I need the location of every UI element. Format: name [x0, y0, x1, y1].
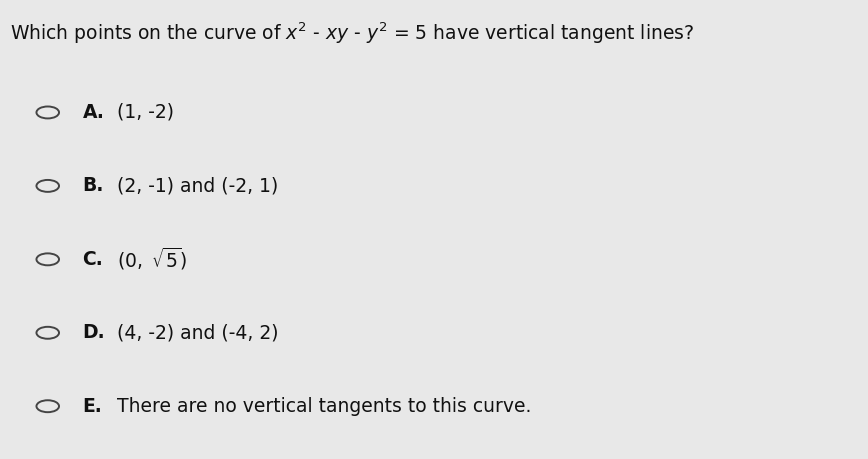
- Text: (2, -1) and (-2, 1): (2, -1) and (-2, 1): [117, 176, 279, 196]
- Text: C.: C.: [82, 250, 103, 269]
- Text: D.: D.: [82, 323, 105, 342]
- Text: (1, -2): (1, -2): [117, 103, 174, 122]
- Text: There are no vertical tangents to this curve.: There are no vertical tangents to this c…: [117, 397, 531, 416]
- Text: E.: E.: [82, 397, 102, 416]
- Text: (4, -2) and (-4, 2): (4, -2) and (-4, 2): [117, 323, 279, 342]
- Text: $(0,\ \sqrt{5})$: $(0,\ \sqrt{5})$: [117, 246, 187, 272]
- Text: A.: A.: [82, 103, 104, 122]
- Text: Which points on the curve of $x^2$ - $xy$ - $y^2$ = 5 have vertical tangent line: Which points on the curve of $x^2$ - $xy…: [10, 21, 694, 46]
- Text: B.: B.: [82, 176, 104, 196]
